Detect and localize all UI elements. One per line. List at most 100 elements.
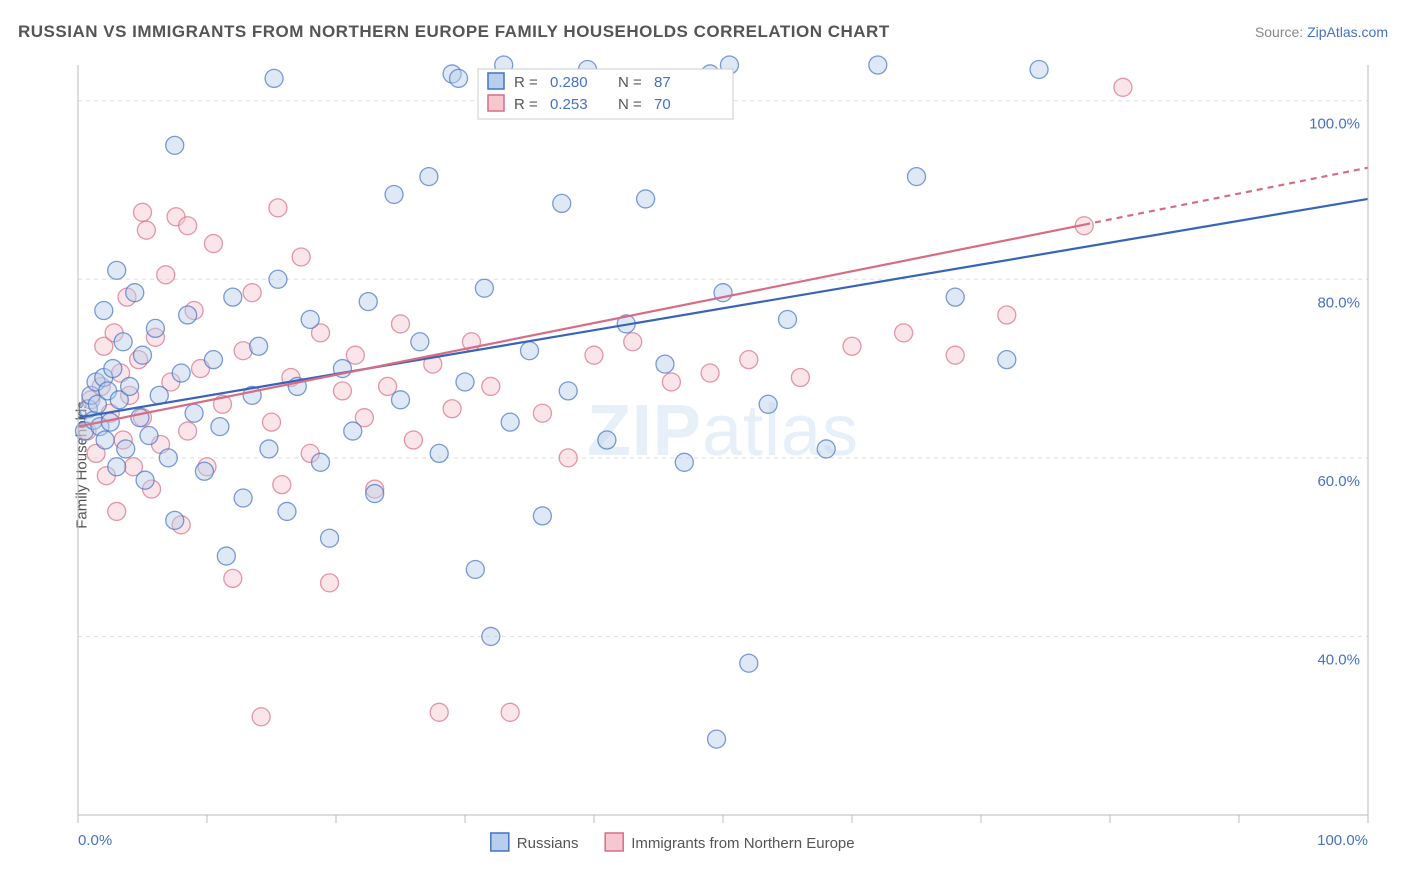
data-point	[146, 319, 164, 337]
data-point	[95, 302, 113, 320]
data-point	[379, 377, 397, 395]
data-point	[96, 431, 114, 449]
source-link[interactable]: ZipAtlas.com	[1307, 24, 1388, 40]
data-point	[204, 235, 222, 253]
legend-r-label: R =	[514, 74, 538, 91]
data-point	[1114, 78, 1132, 96]
data-point	[843, 337, 861, 355]
data-point	[482, 377, 500, 395]
data-point	[708, 730, 726, 748]
data-point	[420, 168, 438, 186]
data-point	[662, 373, 680, 391]
data-point	[172, 364, 190, 382]
y-tick-label: 40.0%	[1317, 651, 1360, 668]
data-point	[252, 708, 270, 726]
data-point	[136, 471, 154, 489]
data-point	[411, 333, 429, 351]
legend-n-value: 70	[654, 96, 671, 113]
data-point	[443, 400, 461, 418]
data-point	[895, 324, 913, 342]
data-point	[166, 136, 184, 154]
legend-swatch	[488, 95, 504, 111]
series-legend-label: Immigrants from Northern Europe	[631, 835, 854, 852]
data-point	[346, 346, 364, 364]
data-point	[250, 337, 268, 355]
data-point	[533, 507, 551, 525]
data-point	[321, 529, 339, 547]
data-point	[392, 315, 410, 333]
data-point	[456, 373, 474, 391]
data-point	[385, 185, 403, 203]
data-point	[134, 203, 152, 221]
data-point	[817, 440, 835, 458]
data-point	[269, 199, 287, 217]
data-point	[624, 333, 642, 351]
data-point	[946, 346, 964, 364]
data-point	[430, 444, 448, 462]
data-point	[140, 427, 158, 445]
data-point	[224, 569, 242, 587]
data-point	[108, 261, 126, 279]
data-point	[598, 431, 616, 449]
legend-r-value: 0.280	[550, 74, 588, 91]
data-point	[466, 560, 484, 578]
data-point	[559, 382, 577, 400]
data-point	[501, 703, 519, 721]
data-point	[278, 502, 296, 520]
data-point	[179, 217, 197, 235]
data-point	[126, 284, 144, 302]
data-point	[312, 453, 330, 471]
data-point	[701, 364, 719, 382]
chart-title: RUSSIAN VS IMMIGRANTS FROM NORTHERN EURO…	[18, 22, 890, 42]
data-point	[273, 476, 291, 494]
data-point	[108, 458, 126, 476]
data-point	[321, 574, 339, 592]
data-point	[108, 502, 126, 520]
data-point	[104, 360, 122, 378]
data-point	[998, 306, 1016, 324]
data-point	[366, 485, 384, 503]
x-tick-label: 0.0%	[78, 832, 112, 849]
data-point	[404, 431, 422, 449]
data-point	[585, 346, 603, 364]
data-point	[301, 310, 319, 328]
watermark: ZIPatlas	[587, 391, 859, 471]
x-tick-label: 100.0%	[1317, 832, 1368, 849]
data-point	[998, 351, 1016, 369]
data-point	[869, 56, 887, 74]
data-point	[150, 386, 168, 404]
data-point	[740, 654, 758, 672]
scatter-chart: 40.0%60.0%80.0%100.0%ZIPatlas0.0%100.0%R…	[58, 55, 1388, 875]
y-tick-label: 80.0%	[1317, 294, 1360, 311]
data-point	[344, 422, 362, 440]
data-point	[121, 377, 139, 395]
legend-n-label: N =	[618, 74, 642, 91]
trend-line	[78, 225, 1084, 427]
data-point	[908, 168, 926, 186]
data-point	[637, 190, 655, 208]
y-tick-label: 100.0%	[1309, 116, 1360, 133]
legend-swatch	[488, 73, 504, 89]
source-label: Source:	[1255, 24, 1307, 40]
trend-line-dashed	[1084, 168, 1368, 225]
data-point	[656, 355, 674, 373]
legend-n-value: 87	[654, 74, 671, 91]
data-point	[1030, 60, 1048, 78]
data-point	[946, 288, 964, 306]
data-point	[185, 404, 203, 422]
data-point	[260, 440, 278, 458]
data-point	[759, 395, 777, 413]
source-attribution: Source: ZipAtlas.com	[1255, 24, 1388, 40]
series-legend-label: Russians	[517, 835, 579, 852]
data-point	[791, 369, 809, 387]
data-point	[269, 270, 287, 288]
data-point	[243, 284, 261, 302]
data-point	[430, 703, 448, 721]
data-point	[533, 404, 551, 422]
data-point	[114, 333, 132, 351]
data-point	[217, 547, 235, 565]
data-point	[134, 346, 152, 364]
legend-r-label: R =	[514, 96, 538, 113]
data-point	[450, 69, 468, 87]
data-point	[292, 248, 310, 266]
